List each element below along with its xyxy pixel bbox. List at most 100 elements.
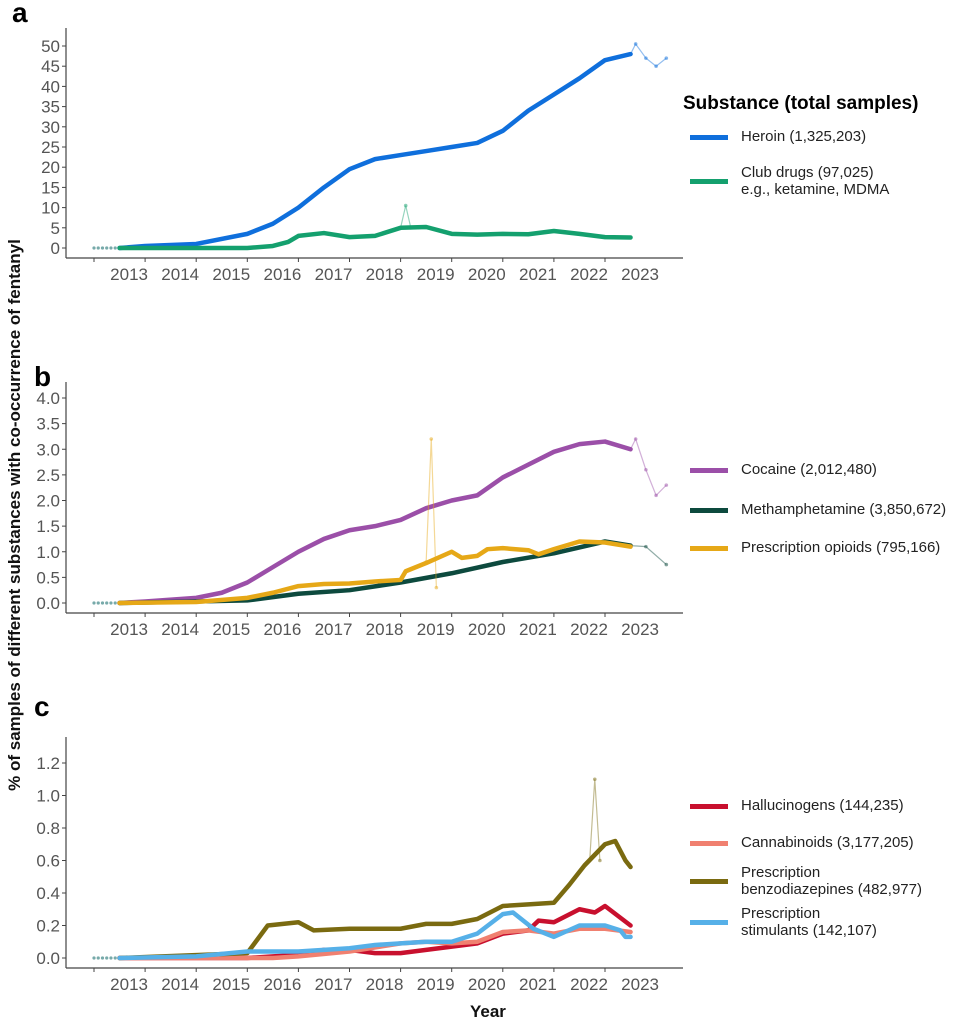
y-tick-label: 0.0 (36, 594, 60, 613)
y-tick-label: 15 (41, 178, 60, 197)
x-tick-label: 2022 (570, 975, 608, 994)
legend-entry: Club drugs (97,025) e.g., ketamine, MDMA (741, 164, 889, 198)
x-tick-label: 2020 (468, 975, 506, 994)
legend-swatch (690, 804, 728, 809)
legend-entry: Methamphetamine (3,850,672) (741, 501, 946, 518)
legend-label: Cocaine (2,012,480) (741, 461, 877, 478)
legend-swatch (690, 879, 728, 884)
y-tick-label: 0.5 (36, 568, 60, 587)
y-tick-label: 20 (41, 158, 60, 177)
raw-point (113, 601, 117, 605)
raw-point (105, 601, 109, 605)
x-tick-label: 2017 (315, 975, 353, 994)
raw-point (644, 467, 648, 472)
x-tick-label: 2014 (161, 265, 199, 284)
raw-point (96, 246, 100, 250)
raw-series-line (400, 205, 412, 228)
raw-point (113, 246, 117, 250)
x-tick-label: 2017 (315, 265, 353, 284)
legend-swatch (690, 468, 728, 473)
legend-entry: Heroin (1,325,203) (741, 128, 866, 145)
legend-entry: Prescription stimulants (142,107) (741, 905, 877, 939)
x-axis-label: Year (470, 1002, 506, 1021)
x-tick-label: 2016 (263, 975, 301, 994)
series-line (117, 51, 633, 251)
y-axis-label: % of samples of different substances wit… (5, 239, 24, 791)
raw-point (654, 64, 658, 68)
legend-label: Hallucinogens (144,235) (741, 797, 904, 814)
x-tick-label: 2016 (263, 620, 301, 639)
y-tick-label: 45 (41, 57, 60, 76)
y-tick-label: 3.5 (36, 415, 60, 434)
legend-label: Methamphetamine (3,850,672) (741, 501, 947, 518)
raw-point (664, 56, 669, 60)
y-tick-label: 1.0 (36, 787, 60, 806)
legend-swatch (690, 841, 728, 846)
raw-point (109, 956, 113, 960)
legend-entry: Cocaine (2,012,480) (741, 461, 877, 478)
x-tick-label: 2017 (315, 620, 353, 639)
x-tick-label: 2021 (519, 975, 557, 994)
x-tick-label: 2022 (570, 620, 608, 639)
y-tick-label: 0.8 (36, 819, 60, 838)
x-tick-label: 2015 (212, 620, 250, 639)
x-tick-label: 2018 (366, 975, 404, 994)
raw-point (633, 42, 638, 46)
raw-point (644, 56, 648, 60)
y-tick-label: 2.0 (36, 492, 60, 511)
raw-point (100, 601, 105, 605)
legend-label-line2: e.g., ketamine, MDMA (741, 181, 890, 198)
x-tick-label: 2014 (161, 975, 199, 994)
legend-swatch (690, 920, 728, 925)
x-tick-label: 2013 (110, 265, 148, 284)
raw-point (109, 601, 113, 605)
y-tick-label: 0.2 (36, 917, 60, 936)
x-tick-label: 2015 (212, 975, 250, 994)
x-tick-label: 2023 (621, 265, 659, 284)
x-tick-label: 2013 (110, 620, 148, 639)
x-tick-label: 2018 (366, 620, 404, 639)
raw-point (96, 956, 100, 960)
raw-point (429, 437, 434, 441)
legend-swatch (690, 508, 728, 513)
y-tick-label: 5 (51, 219, 60, 238)
legend-entry: Hallucinogens (144,235) (741, 797, 904, 814)
raw-point (644, 544, 648, 549)
x-tick-label: 2013 (110, 975, 148, 994)
y-tick-label: 30 (41, 118, 60, 137)
raw-point (664, 483, 669, 487)
raw-series-line (630, 437, 667, 497)
raw-point (105, 246, 109, 250)
raw-point (92, 956, 96, 960)
y-tick-label: 35 (41, 98, 60, 117)
y-tick-label: 0 (51, 239, 60, 258)
raw-point (96, 601, 100, 605)
x-tick-label: 2021 (519, 265, 557, 284)
series-line (117, 224, 633, 251)
panel-letter-a: a (12, 0, 28, 28)
raw-point (664, 562, 669, 567)
raw-point (100, 246, 105, 250)
y-tick-label: 4.0 (36, 389, 60, 408)
raw-point (633, 437, 638, 441)
legend-label-line2: benzodiazepines (482,977) (741, 881, 922, 898)
raw-point (109, 246, 113, 250)
x-tick-label: 2022 (570, 265, 608, 284)
raw-point (434, 585, 439, 590)
legend-swatch (690, 546, 728, 551)
raw-series-line (630, 545, 667, 566)
raw-point (113, 956, 117, 960)
x-tick-label: 2014 (161, 620, 199, 639)
x-tick-label: 2018 (366, 265, 404, 284)
series-line (117, 539, 633, 606)
y-tick-label: 1.2 (36, 754, 60, 773)
legend-label: Prescription (741, 905, 821, 922)
raw-point (598, 858, 602, 863)
legend-label: Prescription (741, 864, 821, 881)
y-tick-label: 2.5 (36, 466, 60, 485)
y-tick-label: 25 (41, 138, 60, 157)
x-tick-label: 2019 (417, 975, 455, 994)
x-tick-label: 2015 (212, 265, 250, 284)
legend-swatch (690, 179, 728, 184)
